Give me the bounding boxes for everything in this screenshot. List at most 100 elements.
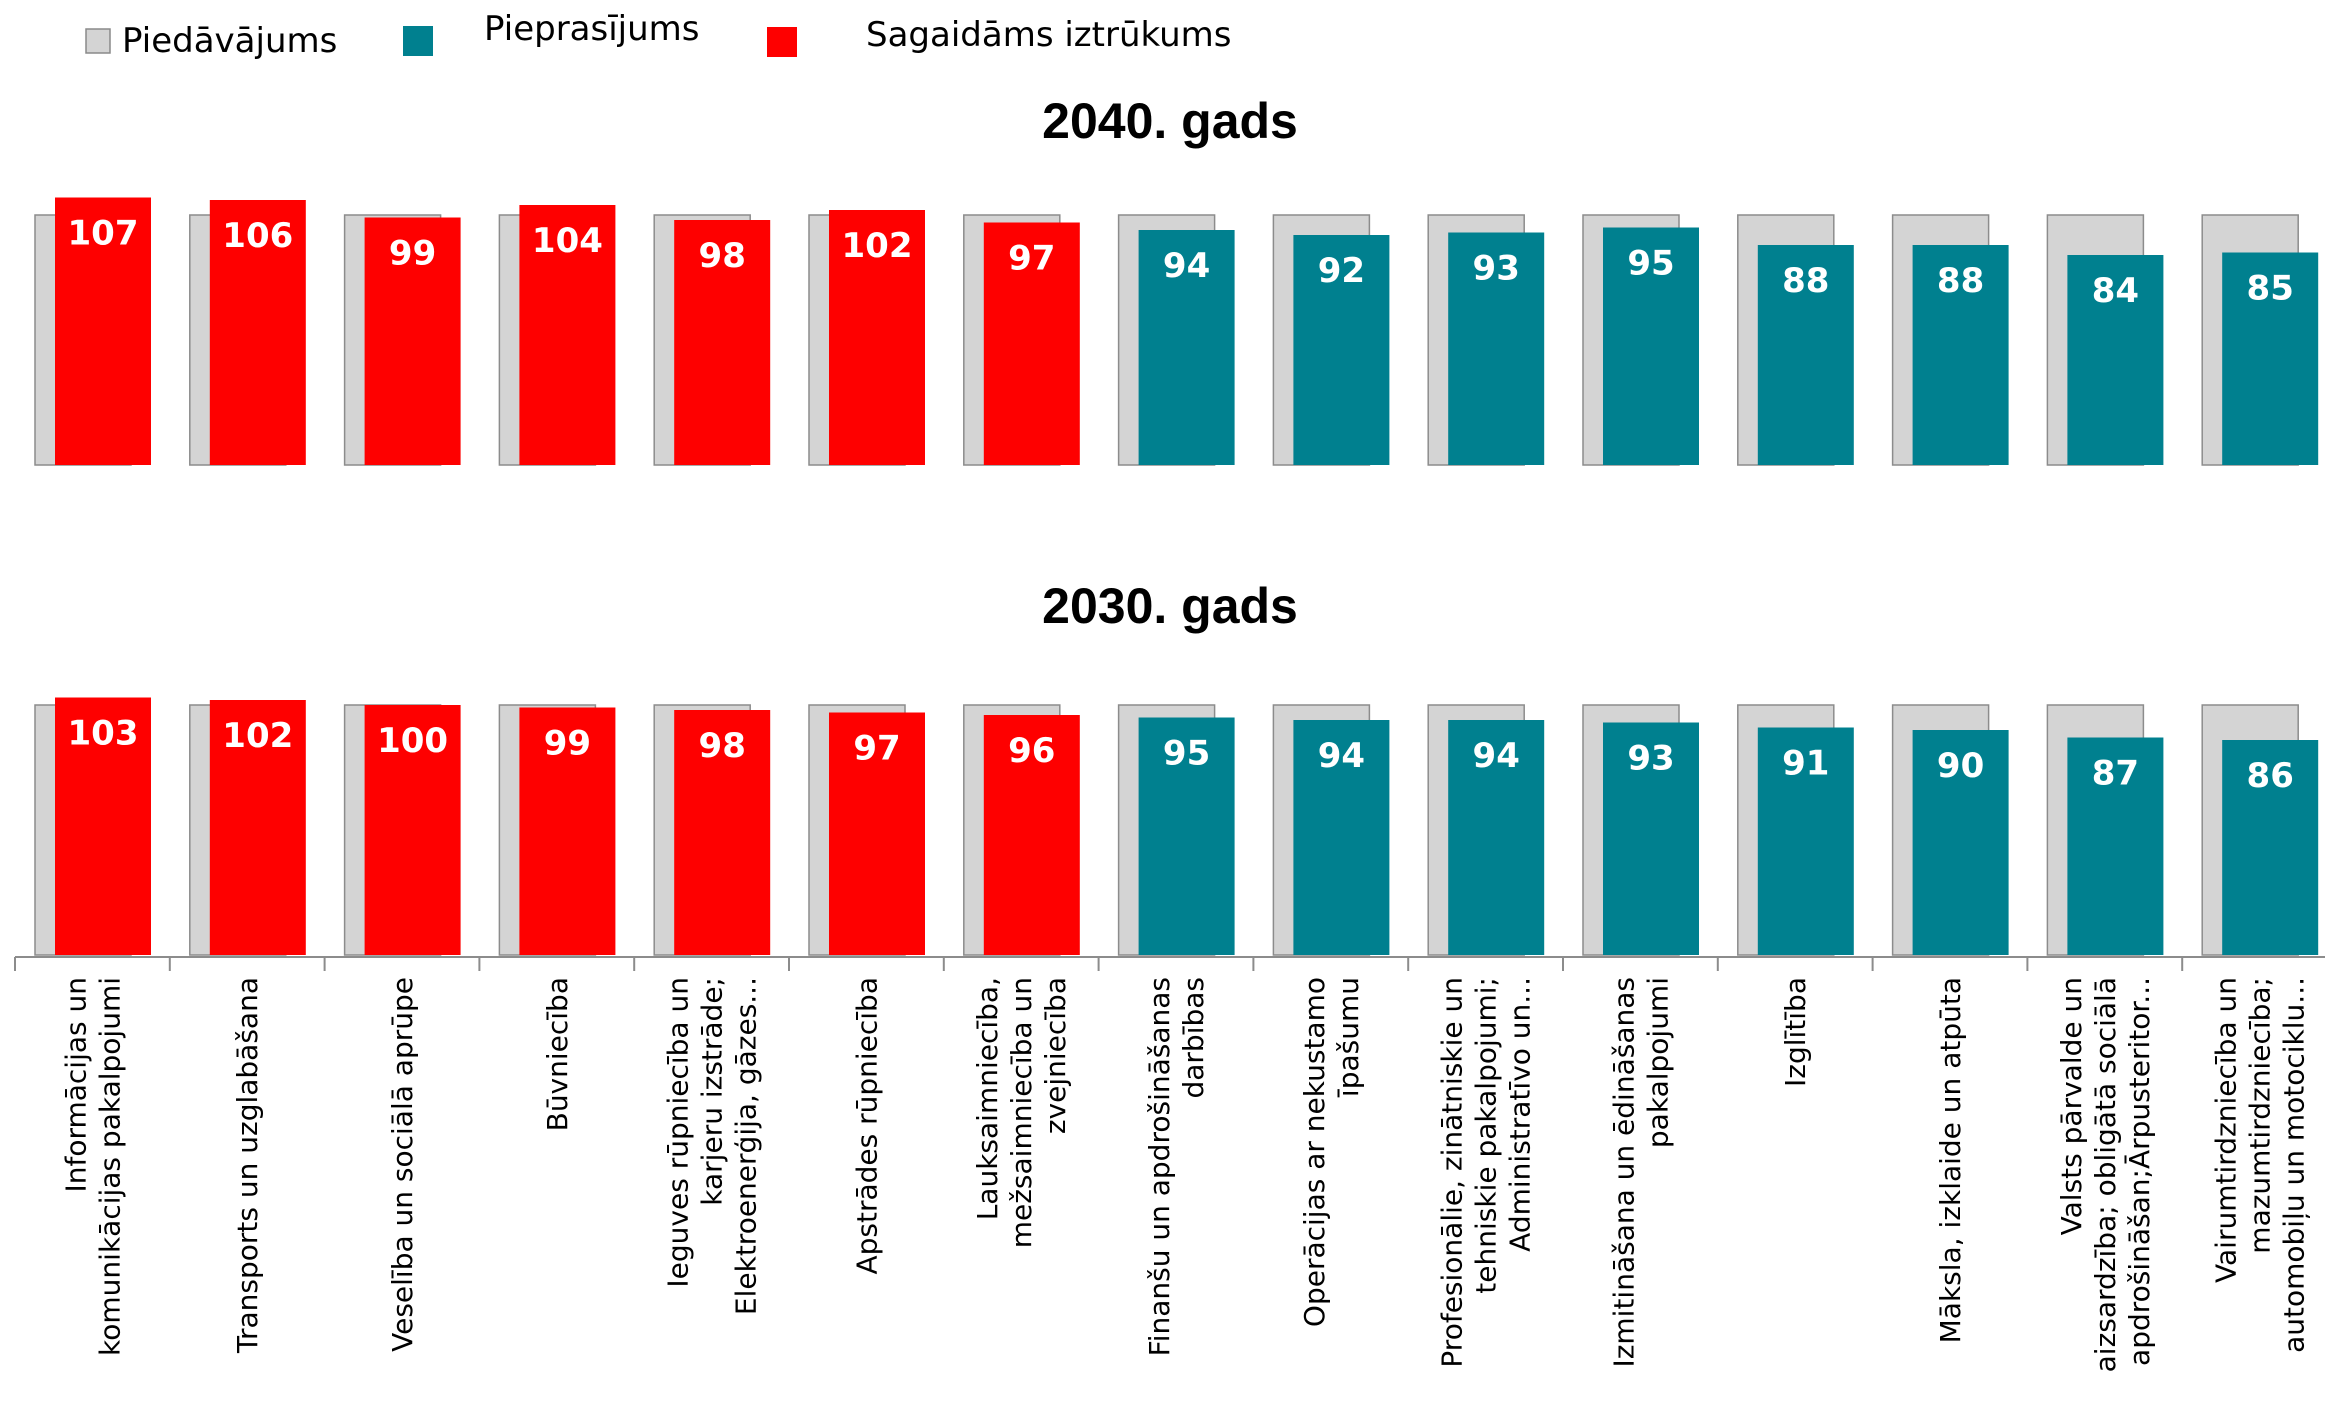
data-label-2030-14: 87 <box>2092 754 2139 794</box>
category-label-line: Būvniecība <box>541 977 574 1131</box>
data-label-2030-13: 90 <box>1937 746 1984 786</box>
data-label-2030-4: 99 <box>544 724 591 764</box>
data-label-2040-6: 102 <box>842 226 913 266</box>
shortage-bar-2030-3 <box>364 705 461 955</box>
demand-bar-2030-15 <box>2222 740 2319 955</box>
category-label-line: Valsts pārvalde un <box>2055 977 2088 1235</box>
data-label-2030-8: 95 <box>1163 734 1210 774</box>
demand-bar-2030-9 <box>1293 720 1390 955</box>
shortage-bar-2040-4 <box>519 205 616 465</box>
data-label-2040-15: 85 <box>2247 269 2294 309</box>
category-label-line: Ieguves rūpniecība un <box>662 977 695 1288</box>
category-label-5: Ieguves rūpniecība un karjeru izstrāde; El… <box>662 977 763 1315</box>
demand-bar-2030-12 <box>1757 727 1854 955</box>
demand-bar-2030-14 <box>2067 737 2164 955</box>
data-label-2030-2: 102 <box>222 716 293 756</box>
category-label-13: Māksla, izklaide un atpūta <box>1934 977 1967 1343</box>
category-label-line: automobiļu un motociklu... <box>2278 977 2311 1353</box>
category-label-line: Finanšu un apdrošināšanas <box>1143 977 1176 1356</box>
data-label-2030-1: 103 <box>68 714 139 754</box>
category-label-line: pakalpojumi <box>1641 977 1674 1148</box>
category-label-line: Veselība un sociālā aprūpe <box>386 977 419 1352</box>
category-label-line: komunikācijas pakalpojumi <box>93 977 126 1356</box>
shortage-bar-2040-1 <box>55 197 151 465</box>
category-label-line: Administratīvo un... <box>1504 977 1537 1252</box>
category-label-7: Lauksaimniecība, mežsaimniecība un zvejnie… <box>971 977 1072 1248</box>
legend-label-demand: Pieprasījums <box>484 9 700 49</box>
data-label-2030-12: 91 <box>1782 744 1829 784</box>
category-label-line: aizsardzība; obligātā sociālā <box>2089 977 2122 1372</box>
chart-title-2040: 2040. gads <box>1042 93 1298 149</box>
data-label-2030-10: 94 <box>1473 736 1520 776</box>
demand-bar-2040-14 <box>2067 255 2164 465</box>
data-label-2030-3: 100 <box>377 721 448 761</box>
data-label-2030-15: 86 <box>2247 756 2294 796</box>
legend: Piedāvājums Pieprasījums Sagaidāms iztrū… <box>85 9 1232 61</box>
category-label-10: Profesionālie, zinātniskie un tehniskie p… <box>1436 977 1537 1368</box>
category-label-9: Operācijas ar nekustamo īpašumu <box>1298 977 1365 1327</box>
data-label-2040-5: 98 <box>699 236 746 276</box>
data-label-2040-12: 88 <box>1782 261 1829 301</box>
legend-swatch-demand <box>403 26 433 56</box>
category-label-12: Izglītība <box>1779 977 1812 1087</box>
category-label-4: Būvniecība <box>541 977 574 1131</box>
category-label-line: Izglītība <box>1779 977 1812 1087</box>
category-label-line: zvejniecība <box>1039 977 1072 1134</box>
demand-bar-2040-12 <box>1757 245 1854 465</box>
demand-bar-2030-8 <box>1138 717 1235 955</box>
category-label-3: Veselība un sociālā aprūpe <box>386 977 419 1352</box>
legend-label-shortage: Sagaidāms iztrūkums <box>866 15 1232 55</box>
category-label-line: Apstrādes rūpniecība <box>850 977 883 1275</box>
data-label-2040-8: 94 <box>1163 246 1210 286</box>
category-label-line: Māksla, izklaide un atpūta <box>1934 977 1967 1343</box>
shortage-bar-2030-1 <box>55 697 151 955</box>
data-label-2040-2: 106 <box>222 216 293 256</box>
category-label-line: Izmitināšana un ēdināšanas <box>1607 977 1640 1368</box>
chart-panel-2040: 107 106 99 104 98 102 97 94 92 93 95 88 88 84 85 <box>34 197 2319 466</box>
data-label-2030-5: 98 <box>699 726 746 766</box>
demand-bar-2040-8 <box>1138 230 1235 465</box>
chart-panel-2030: 103 102 100 99 98 97 96 95 94 94 93 91 90 87 86 <box>34 697 2319 956</box>
shortage-bar-2030-2 <box>209 700 306 955</box>
shortage-bar-2040-2 <box>209 200 306 465</box>
category-label-11: Izmitināšana un ēdināšanas pakalpojumi <box>1607 977 1674 1368</box>
category-label-line: darbības <box>1177 977 1210 1099</box>
data-label-2040-14: 84 <box>2092 271 2139 311</box>
legend-label-supply: Piedāvājums <box>122 21 337 61</box>
shortage-bar-2040-6 <box>829 210 925 465</box>
data-label-2040-7: 97 <box>1008 239 1055 279</box>
demand-bar-2030-10 <box>1448 720 1545 955</box>
shortage-bar-2040-5 <box>674 220 771 465</box>
demand-bar-2040-9 <box>1293 235 1390 465</box>
category-label-line: Lauksaimniecība, <box>971 977 1004 1220</box>
shortage-bar-2030-4 <box>519 707 616 955</box>
demand-bar-2040-13 <box>1912 245 2009 465</box>
data-label-2030-9: 94 <box>1318 736 1365 776</box>
category-label-line: Vairumtirdzniecība un <box>2210 977 2243 1283</box>
demand-bar-2040-15 <box>2222 252 2319 465</box>
data-label-2040-13: 88 <box>1937 261 1984 301</box>
category-label-line: karjeru izstrāde; <box>696 977 729 1206</box>
category-label-2: Transports un uzglabāšana <box>231 977 264 1354</box>
category-label-line: tehniskie pakalpojumi; <box>1470 977 1503 1294</box>
data-label-2040-10: 93 <box>1473 249 1520 289</box>
category-label-15: Vairumtirdzniecība un mazumtirdzniecība; a… <box>2210 977 2311 1353</box>
data-label-2040-9: 92 <box>1318 251 1365 291</box>
category-axis: Informācijas un komunikācijas pakalpojumi… <box>14 956 2325 1372</box>
shortage-bar-2030-7 <box>983 715 1080 955</box>
data-label-2040-11: 95 <box>1627 244 1674 284</box>
category-label-1: Informācijas un komunikācijas pakalpojumi <box>59 977 126 1356</box>
category-label-8: Finanšu un apdrošināšanas darbības <box>1143 977 1210 1356</box>
legend-swatch-shortage <box>767 27 797 57</box>
data-label-2030-7: 96 <box>1008 731 1055 771</box>
category-label-line: īpašumu <box>1332 977 1365 1098</box>
legend-swatch-supply <box>85 28 111 54</box>
shortage-bar-2040-7 <box>983 222 1080 465</box>
data-label-2040-4: 104 <box>532 221 603 261</box>
demand-bar-2030-11 <box>1603 722 1699 955</box>
category-label-line: Operācijas ar nekustamo <box>1298 977 1331 1327</box>
chart-title-2030: 2030. gads <box>1042 578 1298 634</box>
category-label-line: apdrošināšan;Ārpusteritor... <box>2123 977 2156 1366</box>
category-label-line: Informācijas un <box>59 977 92 1193</box>
